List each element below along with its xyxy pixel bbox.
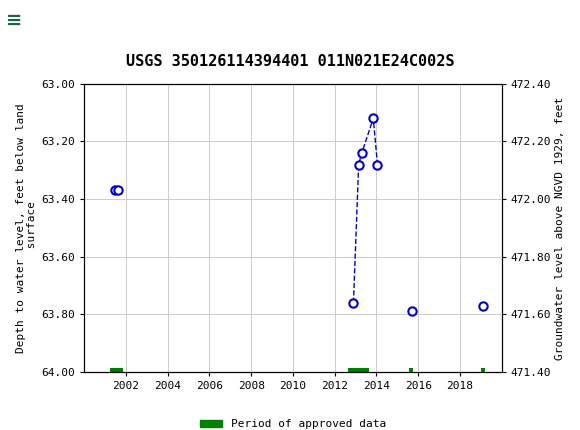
Text: USGS: USGS <box>20 12 57 28</box>
Y-axis label: Depth to water level, feet below land
 surface: Depth to water level, feet below land su… <box>16 103 37 353</box>
Y-axis label: Groundwater level above NGVD 1929, feet: Groundwater level above NGVD 1929, feet <box>556 96 566 359</box>
Text: ≡: ≡ <box>6 10 22 30</box>
Bar <box>3 3 61 37</box>
Legend: Period of approved data: Period of approved data <box>195 415 390 430</box>
Text: USGS 350126114394401 011N021E24C002S: USGS 350126114394401 011N021E24C002S <box>126 54 454 69</box>
